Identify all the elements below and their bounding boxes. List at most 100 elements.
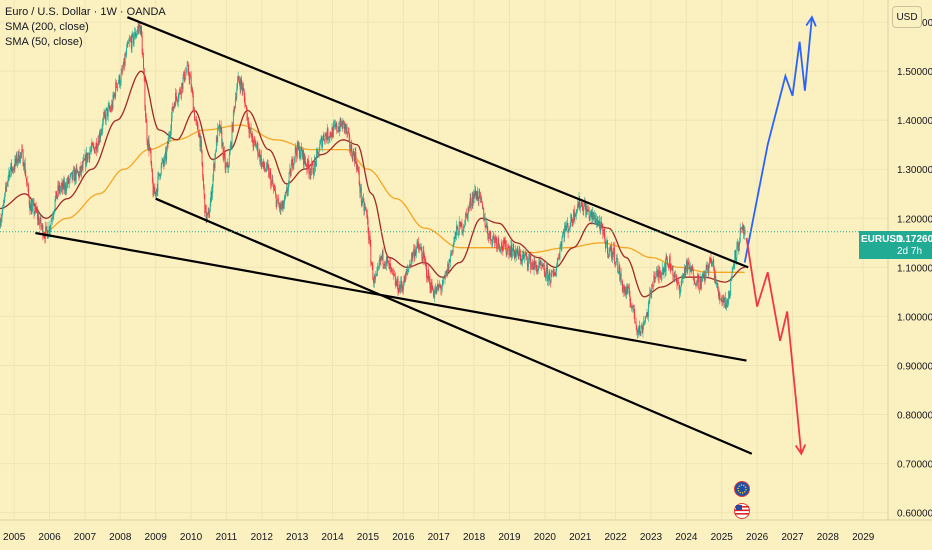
- x-tick-label: 2009: [145, 532, 168, 543]
- candle-body: [143, 57, 145, 69]
- candle-body: [112, 95, 114, 109]
- us-flag-icon[interactable]: [734, 503, 750, 519]
- candle-body: [13, 169, 15, 170]
- candle-body: [386, 256, 388, 260]
- candle-body: [126, 47, 127, 56]
- projections-layer[interactable]: [743, 15, 817, 456]
- candle-body: [351, 145, 353, 157]
- candle-body: [309, 171, 311, 174]
- y-tick-label: 0.70000: [897, 460, 932, 471]
- candle-body: [653, 275, 655, 287]
- candle-body: [63, 180, 65, 190]
- candle-body: [694, 283, 696, 285]
- candle-body: [196, 120, 198, 122]
- candle-body: [405, 273, 407, 275]
- trendline: [126, 16, 749, 269]
- candle-body: [512, 243, 514, 251]
- currency-selector[interactable]: USD: [892, 6, 922, 28]
- candle-body: [465, 213, 467, 216]
- candle-body: [669, 256, 671, 269]
- time-axis[interactable]: 2005 2006 2007 2008 2009 2010 2011 2012 2013 2014…: [0, 519, 932, 550]
- candle-body: [647, 302, 649, 317]
- candle-body: [278, 203, 280, 206]
- candle-body: [122, 67, 124, 71]
- candle-body: [713, 259, 715, 269]
- sma50-legend[interactable]: SMA (50, close): [5, 36, 83, 48]
- candle-body: [132, 33, 134, 44]
- sma200-legend[interactable]: SMA (200, close): [5, 21, 89, 33]
- sma50-line: [0, 70, 745, 298]
- candle-body: [171, 106, 173, 118]
- candle-body: [155, 191, 157, 195]
- candle-body: [43, 235, 44, 238]
- candle-body: [481, 202, 483, 209]
- candle-body: [573, 209, 574, 223]
- candle-body: [382, 250, 384, 265]
- candle-body: [310, 170, 312, 175]
- candle-body: [339, 126, 340, 131]
- candle-body: [414, 251, 416, 258]
- candle-body: [330, 132, 332, 136]
- candle-body: [251, 134, 253, 143]
- candle-body: [609, 248, 611, 251]
- candle-body: [727, 300, 729, 303]
- candle-body: [312, 163, 314, 174]
- candle-body: [574, 214, 576, 220]
- eu-flag-icon[interactable]: [734, 481, 750, 497]
- candle-body: [22, 149, 23, 151]
- candle-body: [383, 263, 385, 267]
- candle-body: [258, 155, 259, 156]
- candle-body: [590, 211, 591, 216]
- candle-body: [378, 265, 380, 267]
- candle-body: [305, 165, 307, 166]
- candle-body: [696, 284, 698, 286]
- candle-body: [108, 105, 110, 107]
- candle-body: [181, 83, 183, 95]
- candle-body: [442, 278, 444, 286]
- candle-body: [624, 289, 626, 293]
- candle-body: [219, 125, 221, 133]
- candle-body: [326, 135, 328, 140]
- trendlines-layer[interactable]: [35, 16, 753, 455]
- symbol-title[interactable]: Euro / U.S. Dollar · 1W · OANDA: [5, 6, 166, 18]
- candle-body: [96, 142, 98, 151]
- candle-body: [467, 207, 469, 219]
- candle-body: [549, 272, 551, 282]
- candle-body: [341, 122, 343, 129]
- candle-body: [390, 263, 391, 269]
- y-tick-label: 1.40000: [897, 116, 932, 127]
- price-axis[interactable]: 0.60000 0.70000 0.80000 0.90000 1.00000 1.100…: [887, 0, 932, 550]
- candle-body: [113, 95, 115, 97]
- candle-body: [75, 167, 77, 181]
- candle-body: [315, 161, 317, 167]
- candle-body: [15, 158, 17, 163]
- candle-body: [410, 261, 412, 267]
- candle-body: [162, 159, 164, 162]
- candle-body: [476, 191, 478, 200]
- candle-body: [441, 288, 443, 290]
- candle-body: [477, 191, 479, 200]
- candle-body: [515, 252, 517, 257]
- candle-body: [266, 162, 268, 171]
- candle-body: [505, 240, 507, 255]
- candle-body: [358, 172, 360, 185]
- candle-body: [599, 224, 601, 232]
- candle-body: [422, 250, 424, 263]
- candle-body: [704, 275, 706, 280]
- candle-body: [677, 280, 679, 284]
- candle-body: [49, 227, 51, 232]
- candle-body: [600, 221, 602, 224]
- candle-body: [141, 35, 143, 54]
- candle-body: [2, 206, 4, 214]
- candle-body: [734, 250, 736, 264]
- candle-body: [236, 88, 238, 98]
- candle-body: [585, 205, 587, 215]
- candle-body: [216, 137, 218, 143]
- candle-body: [166, 148, 168, 160]
- candle-body: [146, 122, 148, 141]
- candle-body: [256, 146, 257, 148]
- candle-body: [0, 218, 2, 223]
- candle-body: [188, 73, 190, 80]
- candle-body: [177, 99, 179, 103]
